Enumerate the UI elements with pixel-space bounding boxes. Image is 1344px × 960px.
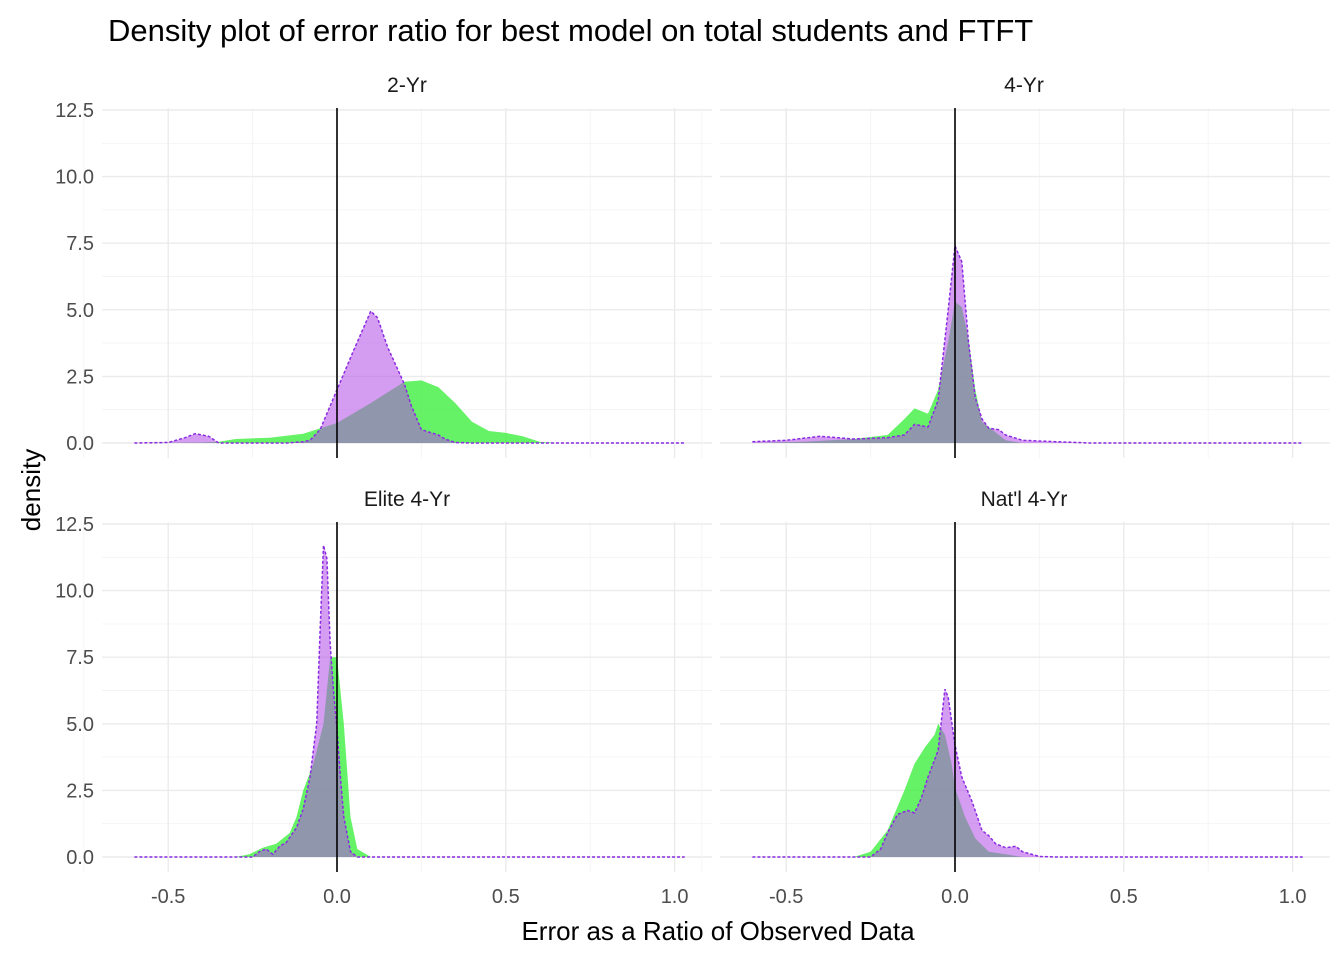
y-tick-label: 12.5 [55, 100, 94, 122]
y-tick-label: 5.0 [66, 300, 94, 322]
purple-density-outline [134, 545, 685, 858]
y-tick-label: 10.0 [55, 167, 94, 189]
grid-lines [701, 108, 1330, 458]
purple-density-area [134, 311, 685, 443]
panel-label-natl-4yr: Nat'l 4-Yr [981, 488, 1068, 511]
panel-label-elite-4yr: Elite 4-Yr [364, 488, 450, 511]
y-axis-title: density [16, 449, 46, 531]
y-tick-label: 10.0 [55, 581, 94, 603]
grid-lines [701, 522, 1330, 872]
panel-4yr: 4-Yr [701, 74, 1330, 458]
y-tick-label: 7.5 [66, 233, 94, 255]
purple-density-area [752, 689, 1303, 857]
x-tick-label: -0.5 [151, 886, 185, 908]
y-tick-label: 5.0 [66, 714, 94, 736]
chart-title: Density plot of error ratio for best mod… [108, 13, 1033, 48]
x-tick-label: 1.0 [1279, 886, 1307, 908]
grid-lines [83, 522, 712, 872]
purple-density-outline [752, 688, 1303, 858]
panel-label-2yr: 2-Yr [387, 74, 427, 97]
y-tick-label: 2.5 [66, 366, 94, 388]
y-tick-label: 7.5 [66, 647, 94, 669]
panel-elite-4yr: Elite 4-Yr 0.0 2.5 5.0 7.5 10.0 12.5 -0.5 0.0 0.… [55, 488, 712, 908]
x-tick-label: 0.5 [492, 886, 520, 908]
y-tick-label: 2.5 [66, 780, 94, 802]
x-tick-label: -0.5 [769, 886, 803, 908]
x-tick-label: 0.0 [323, 886, 351, 908]
panel-label-4yr: 4-Yr [1004, 74, 1044, 97]
purple-density-outline [752, 242, 1303, 444]
panel-natl-4yr: Nat'l 4-Yr -0.5 0.0 0.5 1.0 [701, 488, 1330, 908]
purple-density-area [134, 545, 685, 857]
x-axis-title: Error as a Ratio of Observed Data [521, 916, 915, 946]
purple-density-area [752, 245, 1303, 443]
panel-2yr: 2-Yr 0.0 2.5 5.0 7.5 10.0 12.5 [55, 74, 712, 458]
x-tick-label: 0.0 [941, 886, 969, 908]
purple-density-outline [134, 309, 685, 444]
x-tick-label: 0.5 [1110, 886, 1138, 908]
y-tick-label: 0.0 [66, 847, 94, 869]
green-density-area [752, 301, 1303, 443]
y-tick-label: 12.5 [55, 514, 94, 536]
y-tick-label: 0.0 [66, 433, 94, 455]
x-tick-label: 1.0 [661, 886, 689, 908]
